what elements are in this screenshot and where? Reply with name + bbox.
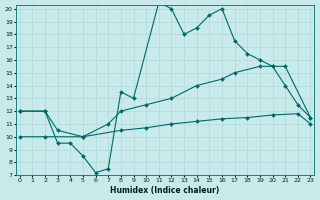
X-axis label: Humidex (Indice chaleur): Humidex (Indice chaleur) (110, 186, 220, 195)
